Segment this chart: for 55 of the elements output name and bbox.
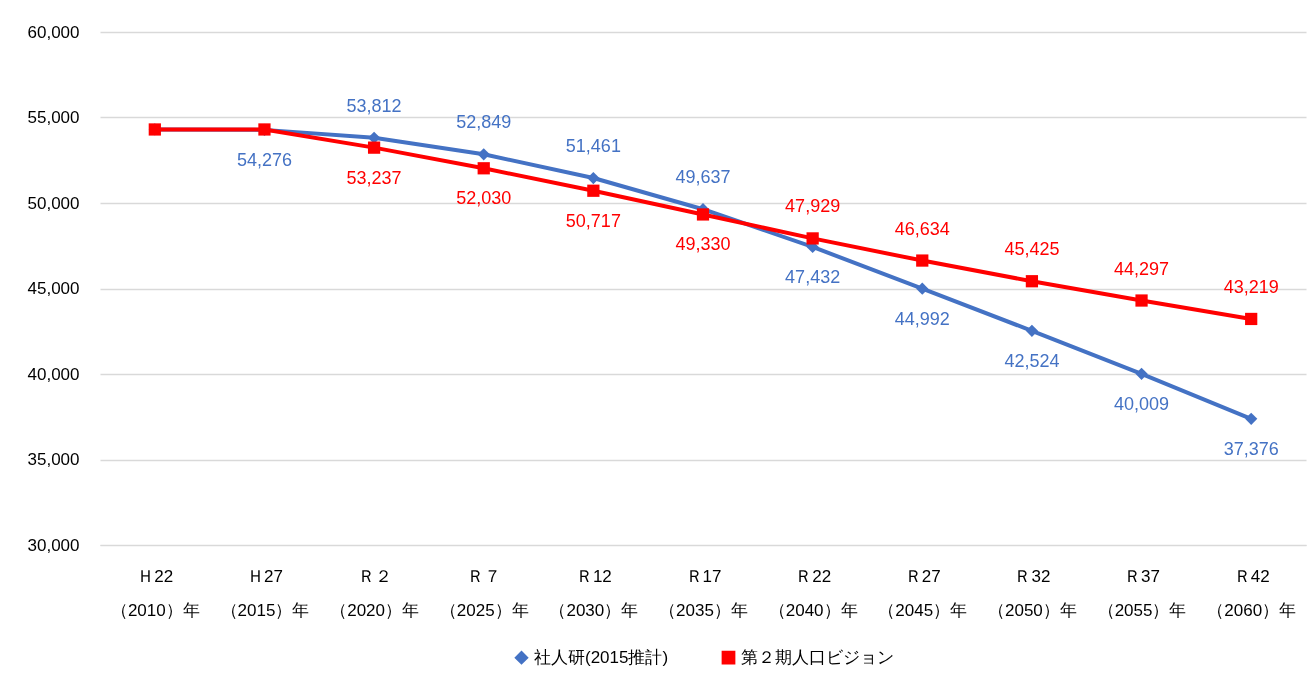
y-tick-label: 35,000: [27, 450, 80, 469]
point: [367, 141, 381, 154]
data-label: 49,637: [675, 167, 731, 188]
y-tick-label: 50,000: [27, 193, 80, 213]
point: [477, 148, 490, 161]
point: [806, 232, 819, 245]
point: [1025, 324, 1039, 337]
point: [696, 208, 710, 221]
data-label: 54,276: [236, 149, 292, 170]
x-tick-label: Ｒ12 （2030）年: [549, 566, 639, 620]
y-tick-label: 40,000: [27, 364, 80, 384]
data-label: 52,849: [456, 112, 512, 133]
x-tick-label: Ｈ22 （2010）年: [110, 566, 200, 620]
data-label: 51,461: [565, 136, 621, 157]
point: [367, 131, 381, 144]
x-tick-label: Ｒ37 （2055）年: [1097, 566, 1187, 620]
data-label: 47,432: [785, 266, 841, 287]
y-tick-label: 60,000: [27, 22, 80, 42]
data-label: 53,237: [346, 167, 402, 188]
data-label: 53,812: [346, 95, 402, 116]
x-tick-label: Ｒ２（2020）年: [330, 566, 419, 620]
legend-label: 第２期人口ビジョン: [741, 647, 894, 667]
y-tick-label: 45,000: [27, 279, 80, 298]
data-label: 42,524: [1004, 350, 1060, 371]
point: [1135, 294, 1148, 307]
point: [587, 171, 600, 185]
data-label: 50,717: [565, 210, 621, 231]
data-label: 37,376: [1223, 438, 1279, 459]
x-tick-label: Ｒ７（2025）年: [439, 566, 529, 620]
point: [1245, 412, 1258, 425]
x-tick-label: Ｒ27 （2045）年: [878, 566, 968, 620]
x-tick-label: Ｒ17 （2035）年: [659, 566, 748, 620]
data-label: 46,634: [894, 218, 950, 239]
legend-label: 社人研(2015推計): [534, 647, 669, 667]
data-label: 45,425: [1004, 239, 1060, 260]
data-label: 49,330: [675, 234, 731, 255]
point: [1245, 312, 1258, 326]
x-tick-label: Ｈ27 （2015）年: [220, 566, 310, 620]
x-tick-label: Ｒ22 （2040）年: [768, 566, 858, 620]
point: [916, 254, 929, 267]
point: [1135, 367, 1148, 380]
data-label: 44,297: [1114, 258, 1170, 279]
y-tick-label: 30,000: [27, 535, 80, 555]
data-label: 47,929: [785, 196, 841, 217]
data-label: 40,009: [1114, 393, 1170, 414]
y-tick-label: 55,000: [27, 108, 80, 127]
data-label: 43,219: [1223, 276, 1279, 297]
data-label: 52,030: [456, 188, 512, 209]
point: [916, 282, 929, 295]
data-label: 44,992: [894, 308, 950, 329]
x-tick-label: Ｒ42 （2060）年: [1207, 566, 1297, 620]
point: [587, 184, 600, 197]
x-tick-label: Ｒ32 （2050）年: [988, 566, 1077, 620]
point: [477, 162, 490, 175]
point: [1025, 275, 1039, 288]
